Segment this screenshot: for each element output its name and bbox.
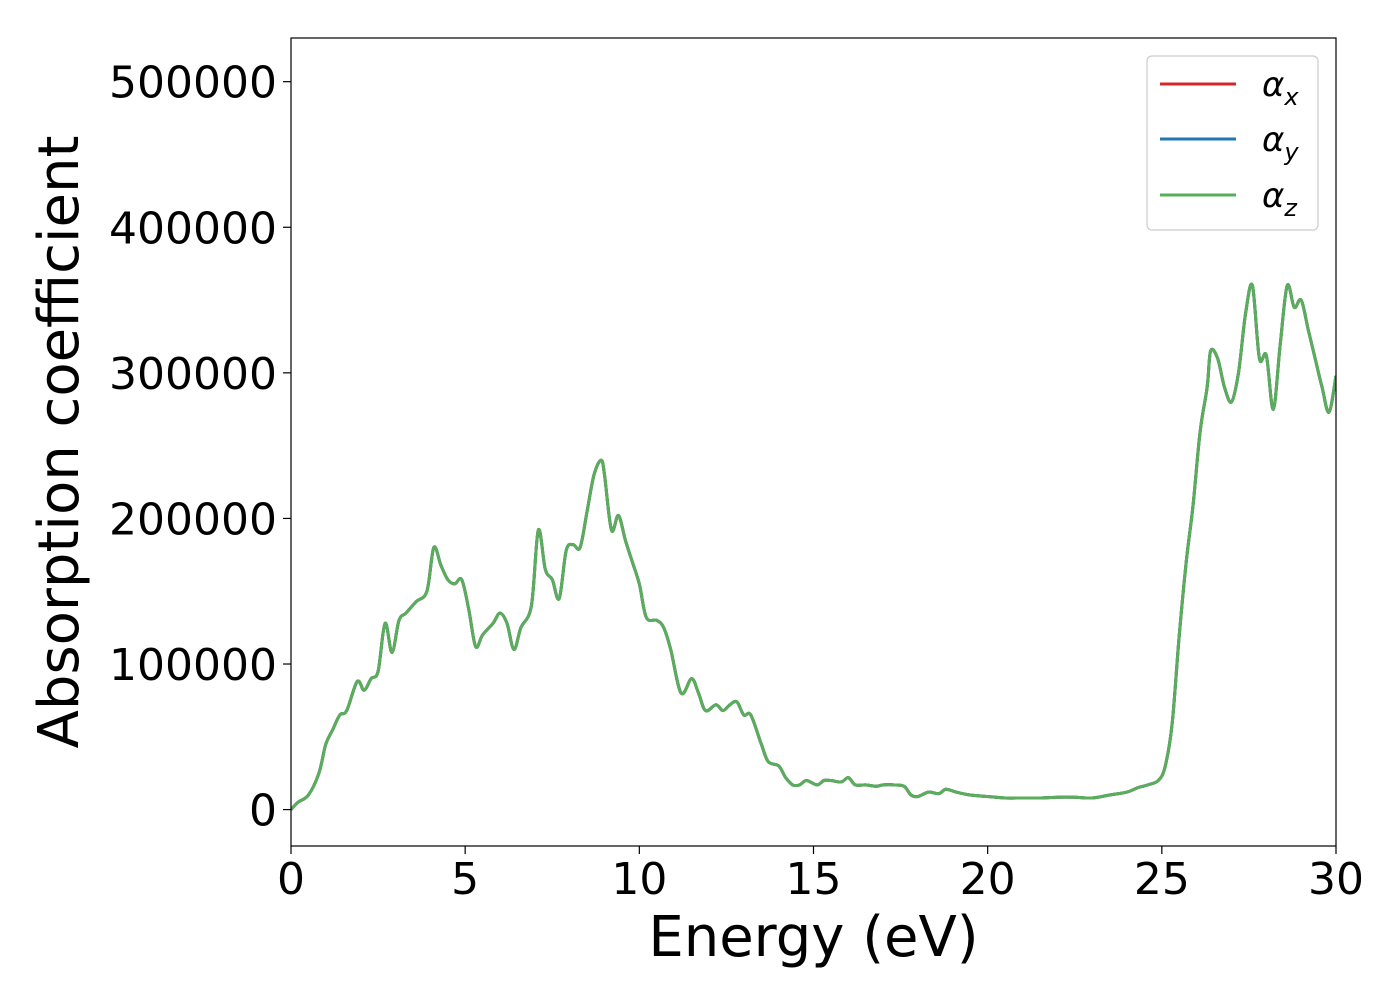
legend-box [1146, 55, 1319, 231]
legend-label-z: αz [1262, 176, 1298, 222]
x-tick-label: 0 [277, 854, 305, 905]
y-axis: 0 100000 200000 300000 400000 500000 [109, 58, 291, 837]
series-line-x [291, 282, 1336, 811]
x-axis-label: Energy (eV) [648, 905, 978, 970]
legend-label-x: αx [1262, 65, 1299, 111]
x-tick-label: 25 [1134, 854, 1190, 905]
y-tick-label: 300000 [109, 349, 277, 400]
y-tick-label: 100000 [109, 640, 277, 691]
y-axis-label: Absorption coefficient [27, 136, 92, 749]
y-tick-label: 200000 [109, 494, 277, 545]
series-line-z [291, 282, 1336, 811]
x-tick-label: 10 [611, 854, 667, 905]
x-tick-label: 15 [786, 854, 842, 905]
y-tick-label: 400000 [109, 203, 277, 254]
legend: αx αy αz [1146, 55, 1319, 231]
legend-label-y: αy [1262, 120, 1299, 166]
y-tick-label: 500000 [109, 58, 277, 109]
x-axis: 0 5 10 15 20 25 30 [277, 846, 1364, 905]
x-tick-label: 30 [1308, 854, 1364, 905]
series-line-y [291, 282, 1336, 811]
plot-lines [291, 282, 1336, 811]
y-tick-label: 0 [249, 786, 277, 837]
x-tick-label: 5 [451, 854, 479, 905]
x-tick-label: 20 [960, 854, 1016, 905]
